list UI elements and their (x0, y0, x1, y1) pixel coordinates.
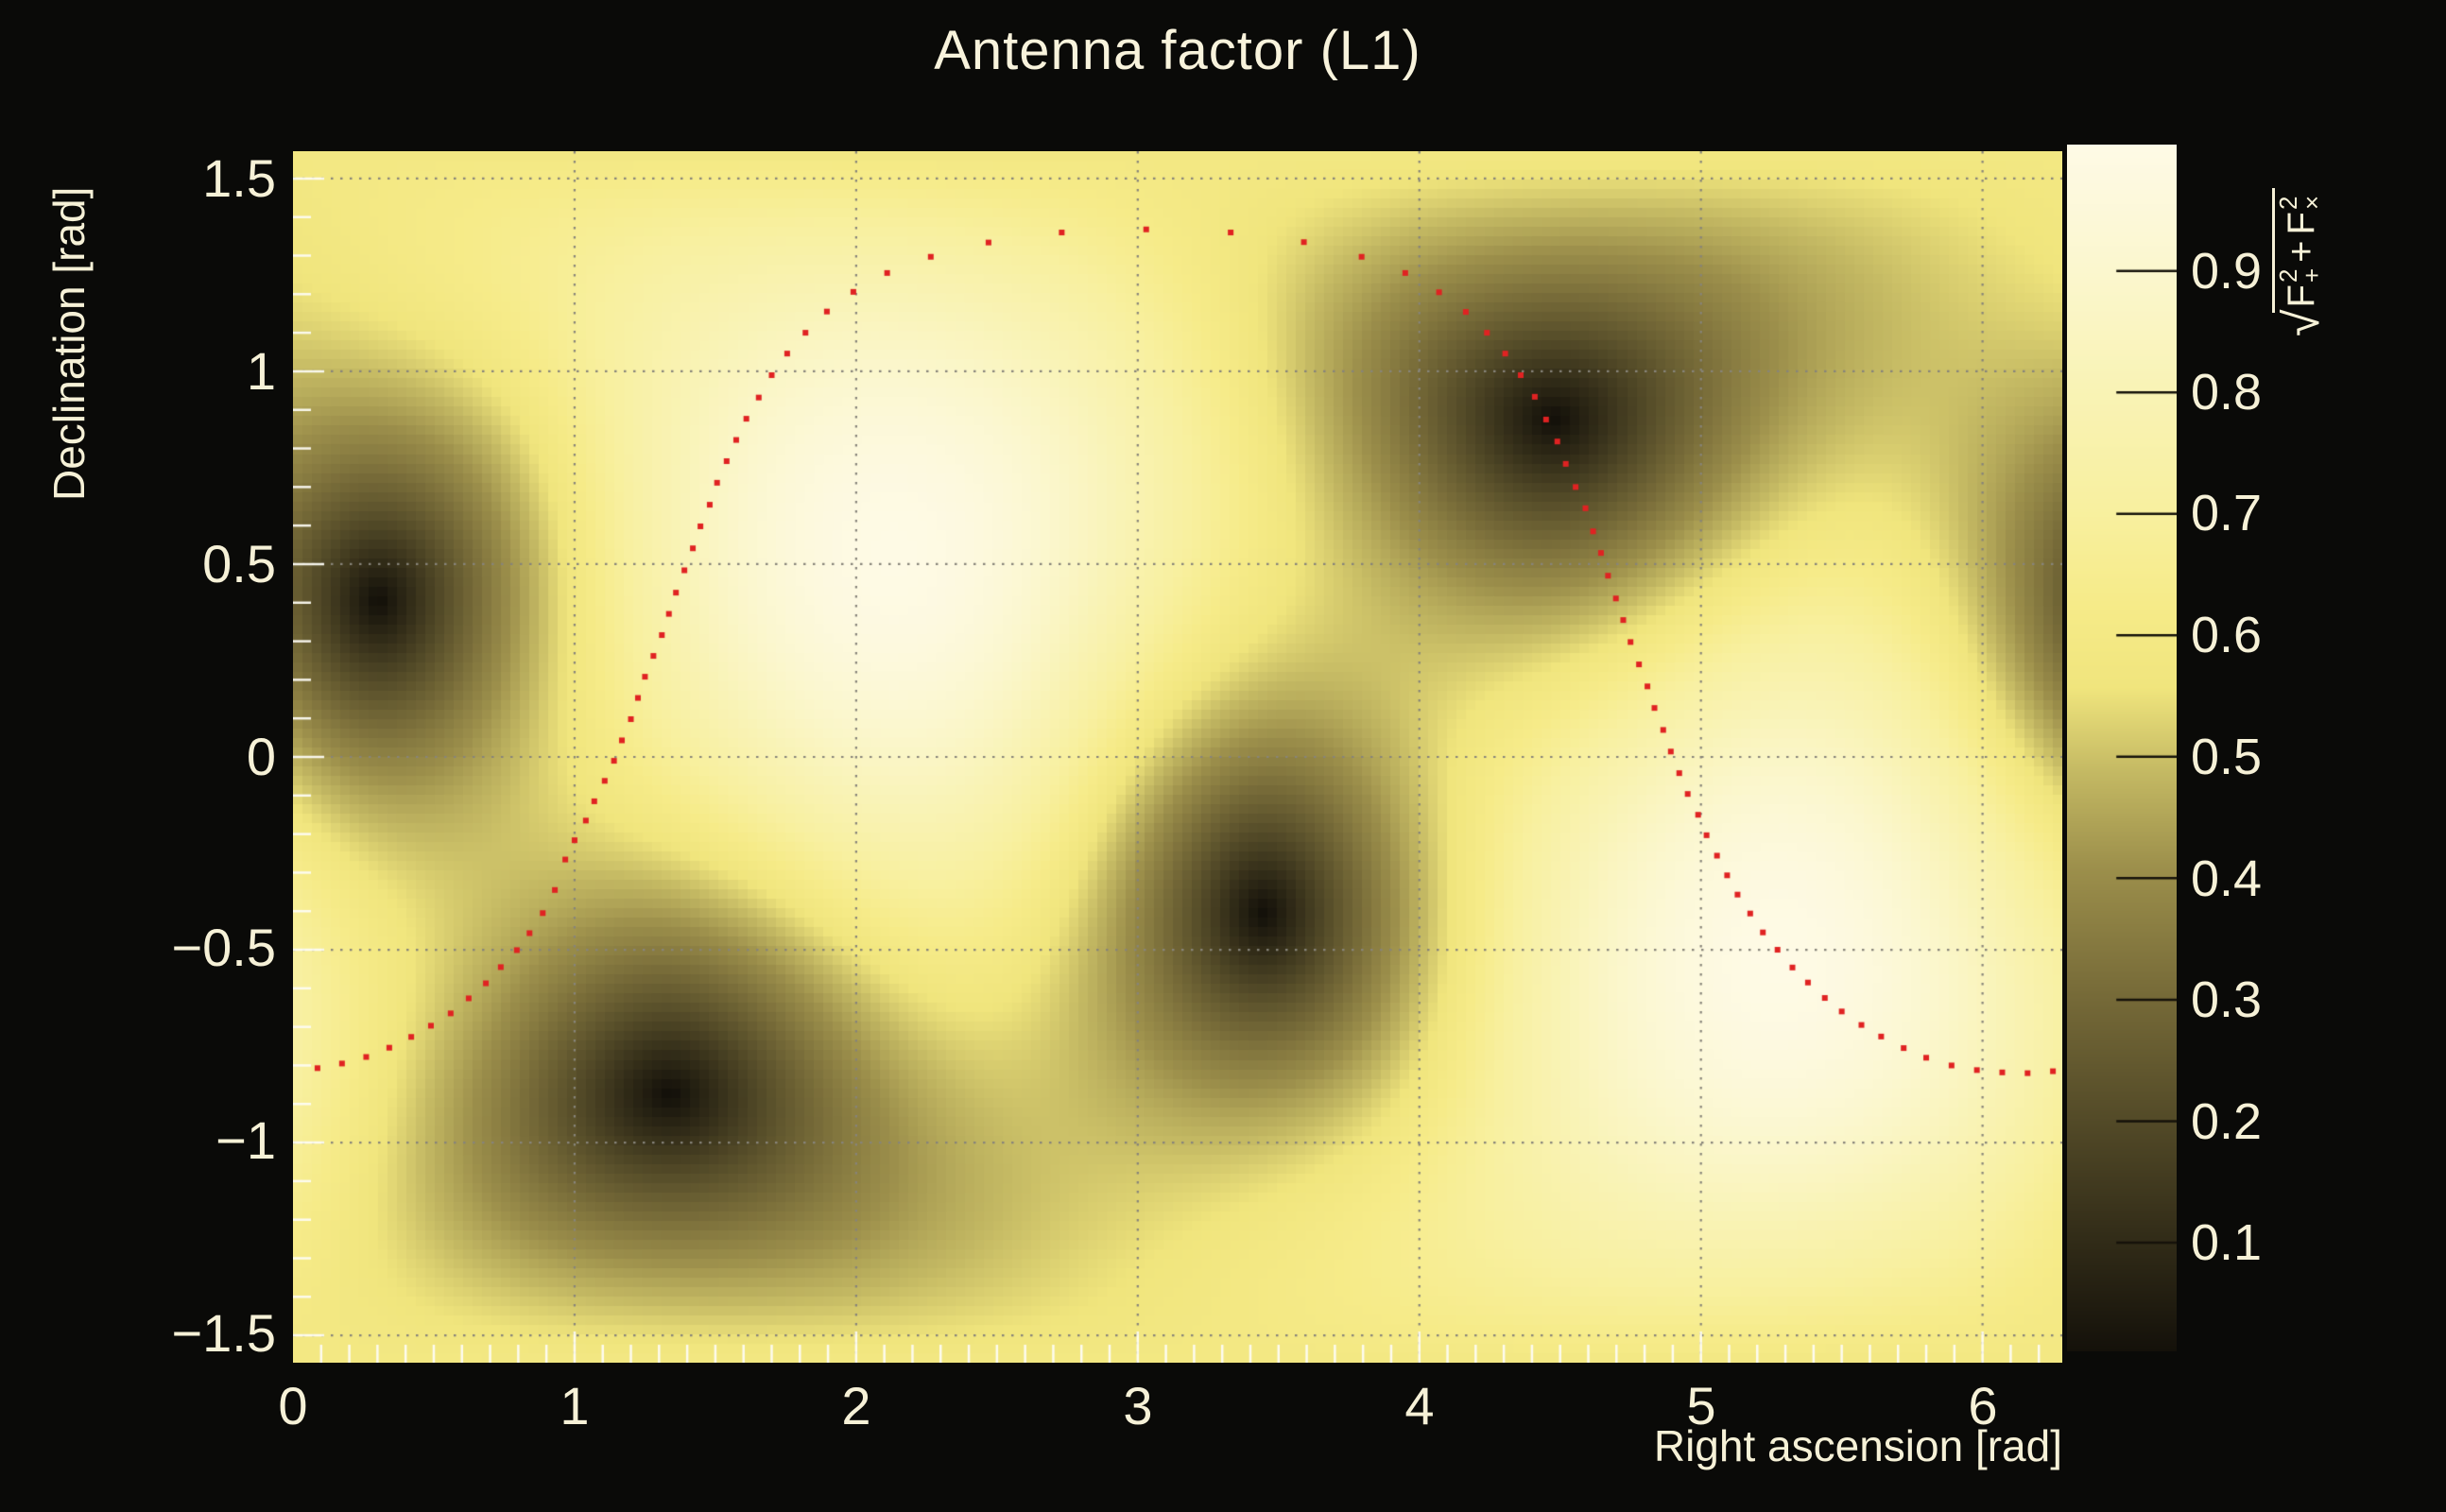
radical-sign: √ (2275, 309, 2330, 336)
x-axis-title: Right ascension [rad] (1653, 1421, 2062, 1470)
colorbar-tick-label: 0.3 (2191, 971, 2263, 1028)
y-tick-label: 0 (246, 727, 276, 786)
y-tick-label: −1 (215, 1110, 276, 1170)
radicand: F 2 + + F 2 × (2272, 187, 2326, 314)
y-tick-label: 1 (246, 341, 276, 401)
x-tick-label: 5 (1686, 1376, 1716, 1435)
x-tick-label: 4 (1404, 1376, 1435, 1435)
x-tick-label: 6 (1968, 1376, 1998, 1435)
colorbar-tick-label: 0.8 (2191, 364, 2263, 421)
heatmap-canvas (293, 151, 2062, 1363)
colorbar-tick-label: 0.6 (2191, 607, 2263, 663)
f-cross-term: F 2 × (2274, 195, 2326, 235)
y-tick-label: −0.5 (171, 918, 276, 977)
x-tick-label: 3 (1123, 1376, 1153, 1435)
f-plus-term: F 2 + (2274, 267, 2326, 308)
colorbar-tick-label: 0.2 (2191, 1093, 2263, 1150)
colorbar-canvas (2067, 145, 2177, 1351)
colorbar-tick-label: 0.7 (2191, 485, 2263, 541)
y-tick-label: 1.5 (202, 148, 276, 208)
plus-sign: + (2281, 240, 2323, 263)
y-axis-title: Declination [rad] (44, 186, 94, 501)
y-tick-label: −1.5 (171, 1303, 276, 1363)
y-tick-label: 0.5 (202, 534, 276, 593)
colorbar-tick-label: 0.4 (2191, 850, 2263, 907)
x-tick-label: 0 (278, 1376, 308, 1435)
colorbar-tick-label: 0.1 (2191, 1214, 2263, 1271)
x-tick-label: 2 (841, 1376, 871, 1435)
x-tick-label: 1 (560, 1376, 590, 1435)
plot-title: Antenna factor (L1) (934, 20, 1421, 81)
colorbar-title-formula: √ F 2 + + F 2 × (2272, 187, 2330, 336)
colorbar-tick-label: 0.5 (2191, 729, 2263, 785)
colorbar-tick-label: 0.9 (2191, 243, 2263, 300)
